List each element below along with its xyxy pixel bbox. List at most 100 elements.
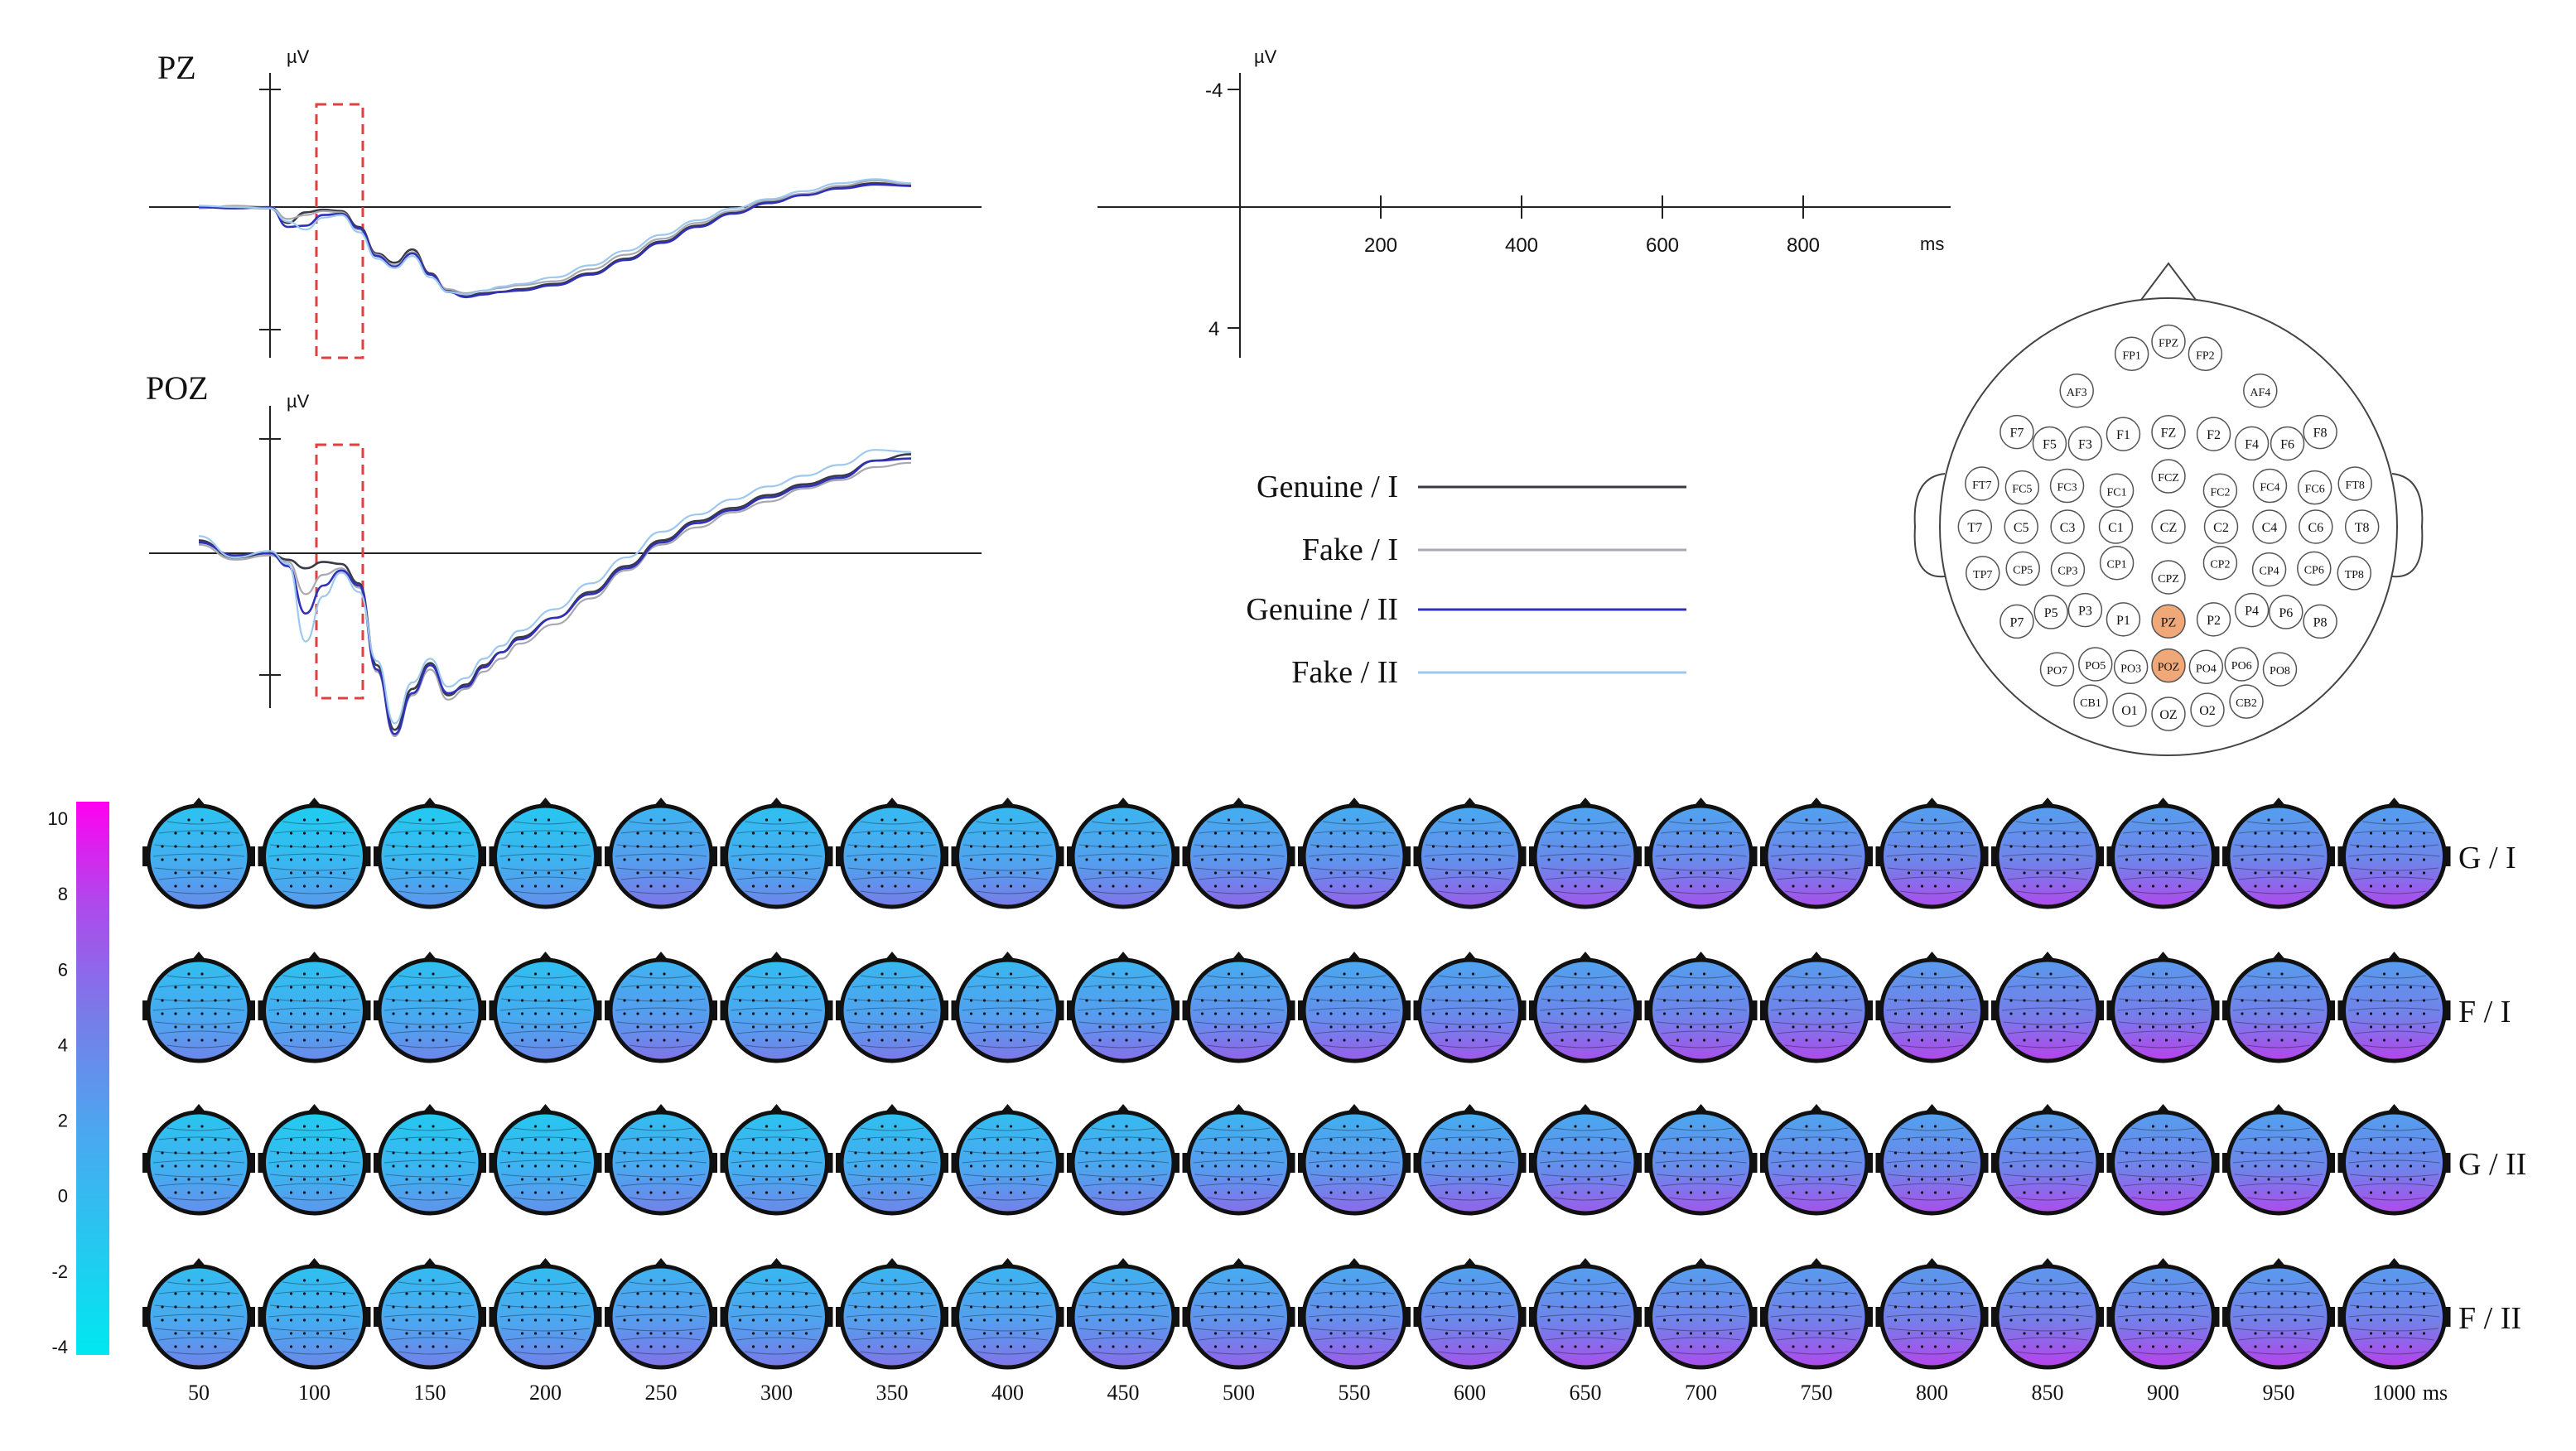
topomap-contour xyxy=(2362,821,2426,825)
topomap-sensor xyxy=(751,1305,755,1309)
topomap-sensor xyxy=(2138,1332,2142,1335)
topomap-sensor xyxy=(1946,832,1951,835)
topomap-sensor xyxy=(2164,871,2168,875)
topomap-sensor xyxy=(2254,986,2257,989)
topomap-contour xyxy=(620,1183,702,1187)
topomap-contour xyxy=(1770,1314,1863,1318)
topomap-disk xyxy=(1070,803,1176,909)
topomap-sensor xyxy=(1009,832,1013,835)
topomap-sensor xyxy=(520,1191,524,1194)
topomap-sensor xyxy=(1240,1318,1244,1322)
topomap-sensor xyxy=(2125,858,2129,861)
topomap-sensor xyxy=(1587,1318,1590,1322)
topomap-sensor xyxy=(1240,845,1244,848)
topomap-contour xyxy=(282,1281,346,1285)
topomap-sensor xyxy=(1227,1305,1231,1309)
topomap-sensor xyxy=(2049,818,2053,822)
topomap-sensor xyxy=(520,858,524,861)
topomap-sensor xyxy=(200,1039,204,1042)
topomap-contour xyxy=(2119,867,2207,871)
topomap-sensor xyxy=(2307,1332,2310,1335)
topomap-sensor xyxy=(1471,972,1475,976)
topomap-contour xyxy=(1310,998,1399,1002)
topomap-contour xyxy=(1308,853,1401,857)
topomap-sensor xyxy=(751,1138,755,1141)
topomap-contour xyxy=(963,1328,1052,1332)
topomap-contour xyxy=(2350,844,2439,848)
topomap-sensor xyxy=(649,1305,653,1309)
topomap-sensor xyxy=(520,1292,524,1295)
topomap xyxy=(1875,952,1989,1063)
topomap-sensor xyxy=(405,871,408,875)
topomap-sensor xyxy=(907,1305,910,1309)
topomap-contour xyxy=(166,975,231,979)
topomap-sensor xyxy=(2369,885,2373,888)
topomap-sensor xyxy=(1240,972,1244,976)
topomap-contour xyxy=(166,1044,231,1048)
topomap-sensor xyxy=(1587,1345,1590,1348)
topomap-contour xyxy=(2003,1328,2092,1332)
topomap-contour xyxy=(736,1290,817,1294)
topomap-contour xyxy=(2238,1337,2319,1341)
topomap-sensor xyxy=(174,1345,177,1348)
topomap-contour xyxy=(2362,1044,2426,1048)
topomap-contour xyxy=(1888,1328,1976,1332)
topomap-sensor xyxy=(2382,1279,2386,1282)
electrode-marker xyxy=(2151,414,2186,450)
electrode-label: F4 xyxy=(2245,437,2259,451)
topomap-sensor xyxy=(894,1332,897,1335)
topomap-sensor xyxy=(1676,1292,1680,1295)
topomap-contour xyxy=(1322,1044,1387,1048)
topomap-sensor xyxy=(1369,1164,1372,1168)
topomap-sensor xyxy=(996,1151,1000,1155)
electrode-label: P8 xyxy=(2313,615,2328,629)
topomap-sensor xyxy=(1831,1305,1835,1309)
topomap-sensor xyxy=(1676,1012,1680,1015)
topomap-sensor xyxy=(458,1164,461,1168)
topomap-sensor xyxy=(1151,832,1155,835)
topomap-sensor xyxy=(187,1305,191,1309)
topomap-sensor xyxy=(187,1164,191,1168)
topomap-sensor xyxy=(1547,1164,1551,1168)
topomap-contour xyxy=(1083,984,1164,988)
topomap-sensor xyxy=(1702,1025,1706,1029)
topomap-contour xyxy=(745,1044,808,1048)
topomap-sensor xyxy=(227,1318,230,1322)
topomap-contour xyxy=(389,876,470,880)
topomap-sensor xyxy=(2369,1332,2373,1335)
topomap-sensor xyxy=(1125,858,1128,861)
topomap-sensor xyxy=(1715,1178,1720,1181)
topomap-sensor xyxy=(289,1151,293,1155)
topomap-sensor xyxy=(1920,1138,1924,1141)
electrode-label: AF4 xyxy=(2250,387,2270,399)
topomap-contour xyxy=(1657,1150,1745,1155)
topomap-contour xyxy=(1430,1030,1510,1034)
topomap-sensor xyxy=(1343,832,1346,835)
topomap-sensor xyxy=(1831,871,1835,875)
topomap-sensor xyxy=(1614,1164,1617,1168)
topomap-contour xyxy=(1657,1328,1745,1332)
topomap-sensor xyxy=(1369,999,1372,1002)
topomap-sensor xyxy=(1445,986,1449,989)
topomap-sensor xyxy=(1240,1025,1244,1029)
topomap-disk xyxy=(262,1264,367,1370)
topomap-contour xyxy=(2015,821,2080,825)
topomap-sensor xyxy=(507,1012,511,1015)
topomap-contour xyxy=(1772,1328,1861,1332)
topomap-sensor xyxy=(765,845,769,848)
topomap-sensor xyxy=(2395,1151,2400,1155)
topomap-contour xyxy=(2131,1281,2195,1285)
topomap-sensor xyxy=(573,858,577,861)
topomap-sensor xyxy=(200,1178,204,1181)
topomap-sensor xyxy=(329,999,333,1002)
topomap-sensor xyxy=(161,1012,164,1015)
topomap-sensor xyxy=(2164,1012,2168,1015)
topomap-sensor xyxy=(1676,1138,1680,1141)
topomap-contour xyxy=(976,890,1040,894)
topomap-sensor xyxy=(1022,1012,1026,1015)
topomap-sensor xyxy=(316,1125,320,1128)
topomap-sensor xyxy=(2395,885,2400,888)
topomap-sensor xyxy=(1792,1025,1795,1029)
topomap-contour xyxy=(1661,1183,1741,1187)
topomap-sensor xyxy=(2307,1025,2310,1029)
